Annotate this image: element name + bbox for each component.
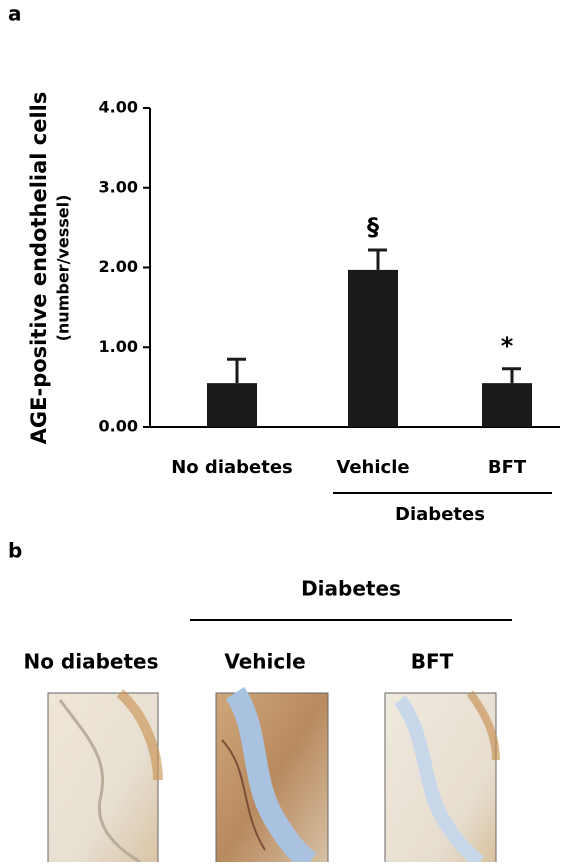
micrograph xyxy=(48,693,158,862)
y-axis-unit: (number/vessel) xyxy=(54,195,73,342)
page: a b AGE-positive endothelial cells (numb… xyxy=(0,0,575,862)
error-bar xyxy=(368,250,387,270)
y-tick-label: 4.00 xyxy=(99,98,138,117)
x-tick-label: Vehicle xyxy=(336,457,409,478)
bar xyxy=(207,383,257,427)
significance-mark: * xyxy=(501,332,514,360)
panel-label: a xyxy=(8,2,22,26)
significance-mark: § xyxy=(367,213,379,241)
x-tick-label: No diabetes xyxy=(171,457,293,478)
group-label: Diabetes xyxy=(301,577,401,601)
error-bar xyxy=(227,359,246,383)
bar xyxy=(348,270,398,427)
error-bar xyxy=(502,369,521,383)
y-tick-label: 0.00 xyxy=(99,417,138,436)
figure: a b AGE-positive endothelial cells (numb… xyxy=(0,0,575,862)
micrograph xyxy=(385,693,496,862)
y-tick-label: 2.00 xyxy=(99,257,138,276)
y-tick-label: 3.00 xyxy=(99,177,138,196)
image-label: Vehicle xyxy=(224,650,305,674)
y-axis-title: AGE-positive endothelial cells xyxy=(27,92,51,445)
group-label: Diabetes xyxy=(395,504,485,525)
y-tick-label: 1.00 xyxy=(99,337,138,356)
x-tick-label: BFT xyxy=(488,457,527,478)
image-label: No diabetes xyxy=(23,650,158,674)
image-label: BFT xyxy=(411,650,454,674)
micrograph xyxy=(216,693,328,862)
panel-label: b xyxy=(8,539,22,563)
bar-chart: 0.00 1.00 2.00 3.00 4.00 No diabetes § Vehicle *… xyxy=(99,98,560,526)
bar xyxy=(482,383,532,427)
